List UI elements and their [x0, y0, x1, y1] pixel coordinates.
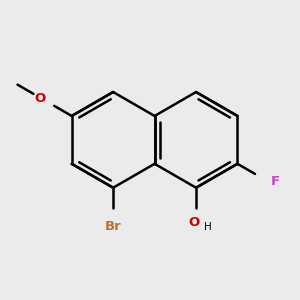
- Text: O: O: [189, 216, 200, 229]
- Text: O: O: [34, 92, 45, 105]
- Text: F: F: [271, 175, 280, 188]
- Text: H: H: [204, 222, 212, 232]
- Text: Br: Br: [105, 220, 122, 233]
